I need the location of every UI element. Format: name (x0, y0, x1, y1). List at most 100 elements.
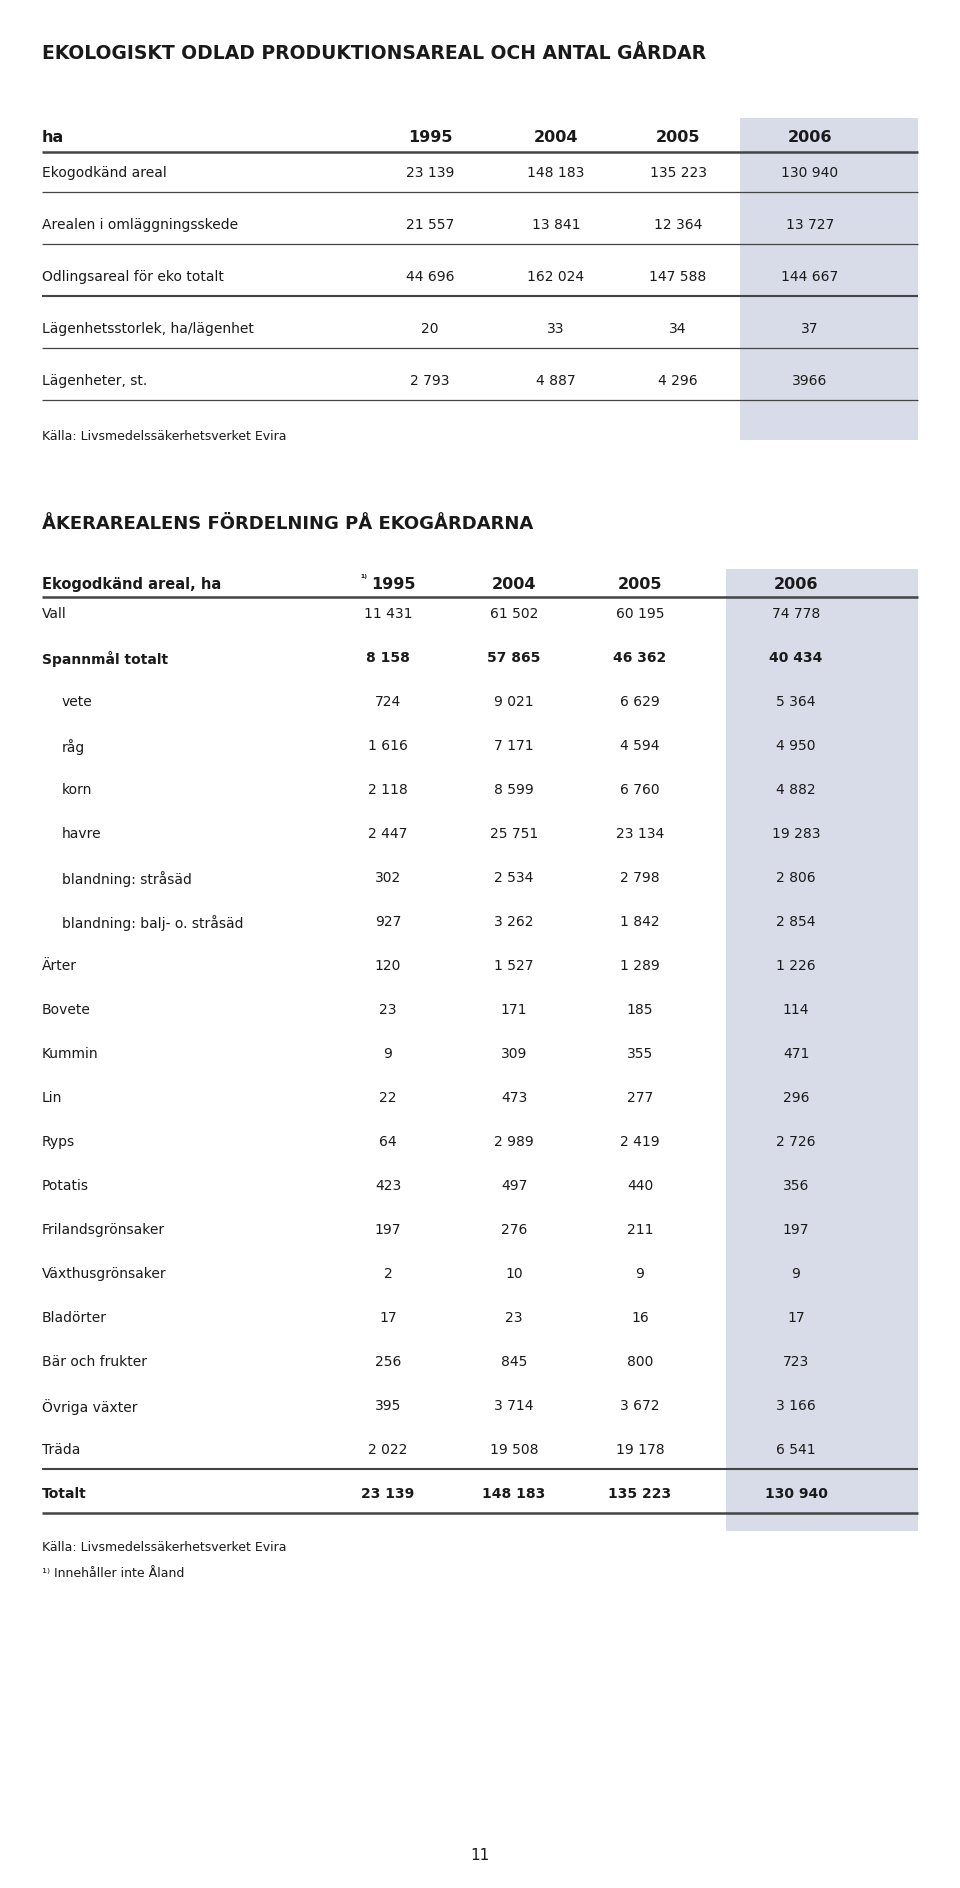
Text: 1 842: 1 842 (620, 916, 660, 929)
Text: 2 793: 2 793 (410, 374, 449, 389)
Text: Ekogodkänd areal: Ekogodkänd areal (42, 166, 167, 179)
Text: 8 158: 8 158 (366, 651, 410, 665)
Text: 211: 211 (627, 1223, 653, 1237)
Text: 13 841: 13 841 (532, 217, 580, 232)
Text: EKOLOGISKT ODLAD PRODUKTIONSAREAL OCH ANTAL GÅRDAR: EKOLOGISKT ODLAD PRODUKTIONSAREAL OCH AN… (42, 43, 707, 62)
Text: 3966: 3966 (792, 374, 828, 389)
Text: Källa: Livsmedelssäkerhetsverket Evira: Källa: Livsmedelssäkerhetsverket Evira (42, 430, 286, 444)
Text: 1 289: 1 289 (620, 959, 660, 972)
Text: 5 364: 5 364 (777, 695, 816, 710)
Text: Växthusgrönsaker: Växthusgrönsaker (42, 1267, 167, 1280)
Text: 845: 845 (501, 1356, 527, 1369)
Text: 33: 33 (547, 323, 564, 336)
Text: 724: 724 (374, 695, 401, 710)
Text: Potatis: Potatis (42, 1178, 89, 1193)
Text: 2 854: 2 854 (777, 916, 816, 929)
Text: Övriga växter: Övriga växter (42, 1399, 137, 1414)
Text: 130 940: 130 940 (781, 166, 839, 179)
Text: Odlingsareal för eko totalt: Odlingsareal för eko totalt (42, 270, 224, 283)
Text: 2004: 2004 (534, 130, 578, 145)
Text: 10: 10 (505, 1267, 523, 1280)
Text: 473: 473 (501, 1091, 527, 1104)
Text: 40 434: 40 434 (769, 651, 823, 665)
Text: 60 195: 60 195 (615, 608, 664, 621)
Text: 440: 440 (627, 1178, 653, 1193)
Text: 4 882: 4 882 (777, 784, 816, 797)
Text: korn: korn (62, 784, 92, 797)
Text: 148 183: 148 183 (527, 166, 585, 179)
Bar (726, 568, 918, 1531)
Text: 171: 171 (501, 1003, 527, 1018)
Text: 2 118: 2 118 (368, 784, 408, 797)
Text: 1 527: 1 527 (494, 959, 534, 972)
Text: 256: 256 (374, 1356, 401, 1369)
Text: 2 022: 2 022 (369, 1442, 408, 1458)
Text: Lägenheter, st.: Lägenheter, st. (42, 374, 147, 389)
Text: Ekogodkänd areal, ha: Ekogodkänd areal, ha (42, 578, 221, 593)
Text: 9: 9 (636, 1267, 644, 1280)
Text: 6 541: 6 541 (777, 1442, 816, 1458)
Text: 423: 423 (374, 1178, 401, 1193)
Text: Bovete: Bovete (42, 1003, 91, 1018)
Text: Källa: Livsmedelssäkerhetsverket Evira: Källa: Livsmedelssäkerhetsverket Evira (42, 1541, 286, 1554)
Text: 12 364: 12 364 (654, 217, 702, 232)
Text: blandning: stråsäd: blandning: stråsäd (62, 870, 192, 887)
Text: 2005: 2005 (656, 130, 700, 145)
Text: 13 727: 13 727 (786, 217, 834, 232)
Text: 1995: 1995 (371, 578, 416, 593)
Text: ÅKERAREALENS FÖRDELNING PÅ EKOGÅRDARNA: ÅKERAREALENS FÖRDELNING PÅ EKOGÅRDARNA (42, 515, 533, 532)
Text: 7 171: 7 171 (494, 738, 534, 753)
Text: 4 887: 4 887 (537, 374, 576, 389)
Text: 309: 309 (501, 1048, 527, 1061)
Text: 1 226: 1 226 (777, 959, 816, 972)
Text: 3 672: 3 672 (620, 1399, 660, 1412)
Text: 471: 471 (782, 1048, 809, 1061)
Text: Lägenhetsstorlek, ha/lägenhet: Lägenhetsstorlek, ha/lägenhet (42, 323, 253, 336)
Text: 135 223: 135 223 (650, 166, 707, 179)
Text: ha: ha (42, 130, 64, 145)
Text: Träda: Träda (42, 1442, 81, 1458)
Text: 4 296: 4 296 (659, 374, 698, 389)
Text: 130 940: 130 940 (764, 1488, 828, 1501)
Text: 148 183: 148 183 (482, 1488, 545, 1501)
Text: ¹⁾: ¹⁾ (360, 574, 367, 583)
Text: 4 950: 4 950 (777, 738, 816, 753)
Text: 120: 120 (374, 959, 401, 972)
Text: 1995: 1995 (408, 130, 452, 145)
Text: 74 778: 74 778 (772, 608, 820, 621)
Text: 6 629: 6 629 (620, 695, 660, 710)
Text: 9: 9 (384, 1048, 393, 1061)
Text: 20: 20 (421, 323, 439, 336)
Text: 11 431: 11 431 (364, 608, 412, 621)
Text: Lin: Lin (42, 1091, 62, 1104)
Text: 9 021: 9 021 (494, 695, 534, 710)
Text: 19 508: 19 508 (490, 1442, 539, 1458)
Text: 197: 197 (782, 1223, 809, 1237)
Text: 23: 23 (505, 1310, 523, 1325)
Text: 197: 197 (374, 1223, 401, 1237)
Text: 9: 9 (792, 1267, 801, 1280)
Text: vete: vete (62, 695, 93, 710)
Text: 277: 277 (627, 1091, 653, 1104)
Text: 800: 800 (627, 1356, 653, 1369)
Text: 497: 497 (501, 1178, 527, 1193)
Text: 19 178: 19 178 (615, 1442, 664, 1458)
Text: 1 616: 1 616 (368, 738, 408, 753)
Text: 34: 34 (669, 323, 686, 336)
Text: 11: 11 (470, 1848, 490, 1863)
Text: Bladörter: Bladörter (42, 1310, 107, 1325)
Text: 2006: 2006 (774, 578, 818, 593)
Text: 3 714: 3 714 (494, 1399, 534, 1412)
Text: 4 594: 4 594 (620, 738, 660, 753)
Text: 395: 395 (374, 1399, 401, 1412)
Bar (740, 117, 918, 440)
Text: 2 534: 2 534 (494, 870, 534, 885)
Text: ¹⁾ Innehåller inte Åland: ¹⁾ Innehåller inte Åland (42, 1567, 184, 1580)
Text: 6 760: 6 760 (620, 784, 660, 797)
Text: 927: 927 (374, 916, 401, 929)
Text: 2006: 2006 (788, 130, 832, 145)
Text: 296: 296 (782, 1091, 809, 1104)
Text: 185: 185 (627, 1003, 653, 1018)
Text: 3 166: 3 166 (776, 1399, 816, 1412)
Text: Spannmål totalt: Spannmål totalt (42, 651, 168, 666)
